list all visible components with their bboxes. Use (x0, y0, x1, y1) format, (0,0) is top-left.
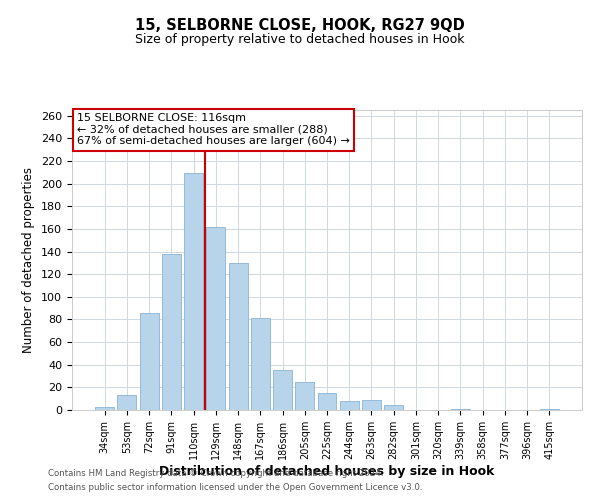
Bar (162, 254, 181, 410)
Text: Contains HM Land Registry data © Crown copyright and database right 2024.: Contains HM Land Registry data © Crown c… (48, 468, 383, 477)
Bar (362, 400, 381, 410)
Bar (317, 393, 337, 410)
Bar (340, 401, 359, 410)
Bar (540, 409, 559, 410)
Bar (140, 312, 158, 410)
Bar (295, 382, 314, 410)
Text: Size of property relative to detached houses in Hook: Size of property relative to detached ho… (135, 32, 465, 46)
Bar (95, 406, 114, 410)
Text: 15 SELBORNE CLOSE: 116sqm
← 32% of detached houses are smaller (288)
67% of semi: 15 SELBORNE CLOSE: 116sqm ← 32% of detac… (77, 113, 350, 146)
Bar (451, 409, 470, 410)
Bar (251, 318, 270, 410)
Bar (229, 263, 248, 410)
X-axis label: Distribution of detached houses by size in Hook: Distribution of detached houses by size … (160, 465, 494, 478)
Bar (118, 396, 136, 410)
Bar (184, 174, 203, 410)
Bar (273, 370, 292, 410)
Text: 15, SELBORNE CLOSE, HOOK, RG27 9QD: 15, SELBORNE CLOSE, HOOK, RG27 9QD (135, 18, 465, 32)
Text: Contains public sector information licensed under the Open Government Licence v3: Contains public sector information licen… (48, 484, 422, 492)
Y-axis label: Number of detached properties: Number of detached properties (22, 167, 35, 353)
Bar (384, 406, 403, 410)
Bar (206, 226, 225, 410)
